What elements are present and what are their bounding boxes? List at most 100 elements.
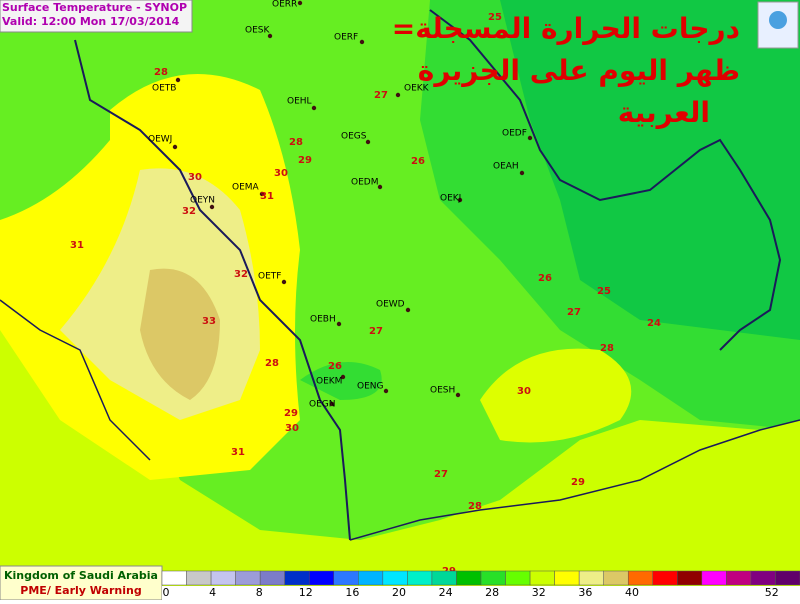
legend-tick-label: 36	[578, 586, 592, 599]
logo-mark	[769, 11, 787, 29]
header-box	[0, 0, 193, 33]
legend-swatch	[456, 570, 482, 586]
station-label: OENG	[357, 382, 384, 392]
zone	[140, 268, 220, 400]
legend-swatch	[407, 570, 433, 586]
station-label: OESH	[430, 386, 455, 396]
legend-swatch	[603, 570, 629, 586]
coastline	[74, 39, 351, 541]
station-dot	[259, 191, 265, 197]
station-label: OETF	[258, 272, 281, 282]
coastline	[349, 419, 800, 541]
legend-swatch	[677, 570, 703, 586]
station-dot	[405, 307, 411, 313]
legend-tick-label: 32	[532, 586, 546, 599]
temperature-label: 30	[517, 386, 531, 397]
legend-tick-label: 20	[392, 586, 406, 599]
temperature-label: 30	[188, 172, 202, 183]
zone	[300, 362, 382, 400]
temperature-label: 27	[434, 469, 448, 480]
station-dot	[267, 33, 273, 39]
legend-swatch	[578, 570, 604, 586]
header-title: Surface Temperature - SYNOP	[2, 1, 187, 14]
legend-tick-label: 52	[765, 586, 779, 599]
legend-label-strip	[162, 586, 800, 600]
footer-country: Kingdom of Saudi Arabia	[4, 569, 158, 582]
temperature-label: 28	[265, 358, 279, 369]
legend-swatch	[431, 570, 457, 586]
legend-swatch	[284, 570, 310, 586]
station-label: OEDF	[502, 129, 527, 139]
station-label: OEHL	[287, 97, 312, 107]
station-dot	[311, 105, 317, 111]
station-dot	[457, 197, 463, 203]
zone	[0, 280, 800, 600]
temperature-label: 28	[289, 137, 303, 148]
station-label: OERF	[334, 33, 358, 43]
legend-swatch	[382, 570, 408, 586]
station-label: OETB	[152, 84, 176, 94]
legend-tick-label: 8	[256, 586, 263, 599]
legend-tick-label: 24	[439, 586, 453, 599]
zone	[480, 348, 632, 443]
station-dot	[519, 170, 525, 176]
station-dot	[359, 39, 365, 45]
station-dot	[455, 392, 461, 398]
temperature-label: 27	[374, 90, 388, 101]
station-dot	[377, 184, 383, 190]
station-dot	[365, 139, 371, 145]
temperature-label: 27	[369, 326, 383, 337]
zone	[500, 0, 800, 340]
temperature-label: 28	[600, 343, 614, 354]
station-label: OEKM	[316, 377, 342, 387]
temperature-label: 30	[274, 168, 288, 179]
station-label: OEAH	[493, 162, 519, 172]
station-dot	[329, 401, 335, 407]
temperature-label: 26	[328, 361, 342, 372]
coastline	[429, 9, 782, 351]
header-valid: Valid: 12:00 Mon 17/03/2014	[2, 15, 180, 28]
legend-swatch	[554, 570, 580, 586]
legend-swatch	[186, 570, 212, 586]
footer-agency: PME/ Early Warning	[20, 584, 141, 597]
station-label: OERR	[272, 0, 297, 10]
temperature-label: 26	[538, 273, 552, 284]
temperature-label: 25	[488, 12, 502, 23]
legend-swatch	[627, 570, 654, 586]
temperature-label: 31	[231, 447, 245, 458]
station-label: OEGN	[309, 400, 335, 410]
station-dot	[395, 92, 401, 98]
temperature-label: 28	[468, 501, 482, 512]
legend-tick-label: 40	[625, 586, 639, 599]
station-dot	[297, 0, 303, 6]
station-dot	[172, 144, 178, 150]
arabic-title: ظهر اليوم على الجزيرة	[418, 54, 740, 87]
station-label: OEBH	[310, 315, 336, 325]
legend-tick-label: 0	[163, 586, 170, 599]
legend-swatch	[726, 570, 752, 586]
temperature-label: 32	[234, 269, 248, 280]
temperature-label: 27	[567, 307, 581, 318]
legend-swatch	[505, 570, 531, 586]
legend-tick-label: 28	[485, 586, 499, 599]
station-dot	[336, 321, 342, 327]
legend-swatch	[358, 570, 384, 586]
legend-tick-label: 4	[209, 586, 216, 599]
legend-swatch	[775, 570, 800, 586]
arabic-title: العربية	[618, 96, 710, 129]
station-label: OEYN	[190, 196, 215, 206]
temperature-label: 32	[182, 206, 196, 217]
temperature-label: 29	[284, 408, 298, 419]
legend-swatch	[750, 570, 776, 586]
footer-box	[0, 565, 163, 601]
legend-swatch	[161, 570, 187, 586]
legend-swatch	[529, 570, 555, 586]
temperature-label: 33	[202, 316, 216, 327]
station-dot	[527, 135, 533, 141]
station-dot	[281, 279, 287, 285]
temperature-label: 31	[70, 240, 84, 251]
temperature-label: 29	[571, 477, 585, 488]
legend-swatch	[701, 570, 727, 586]
